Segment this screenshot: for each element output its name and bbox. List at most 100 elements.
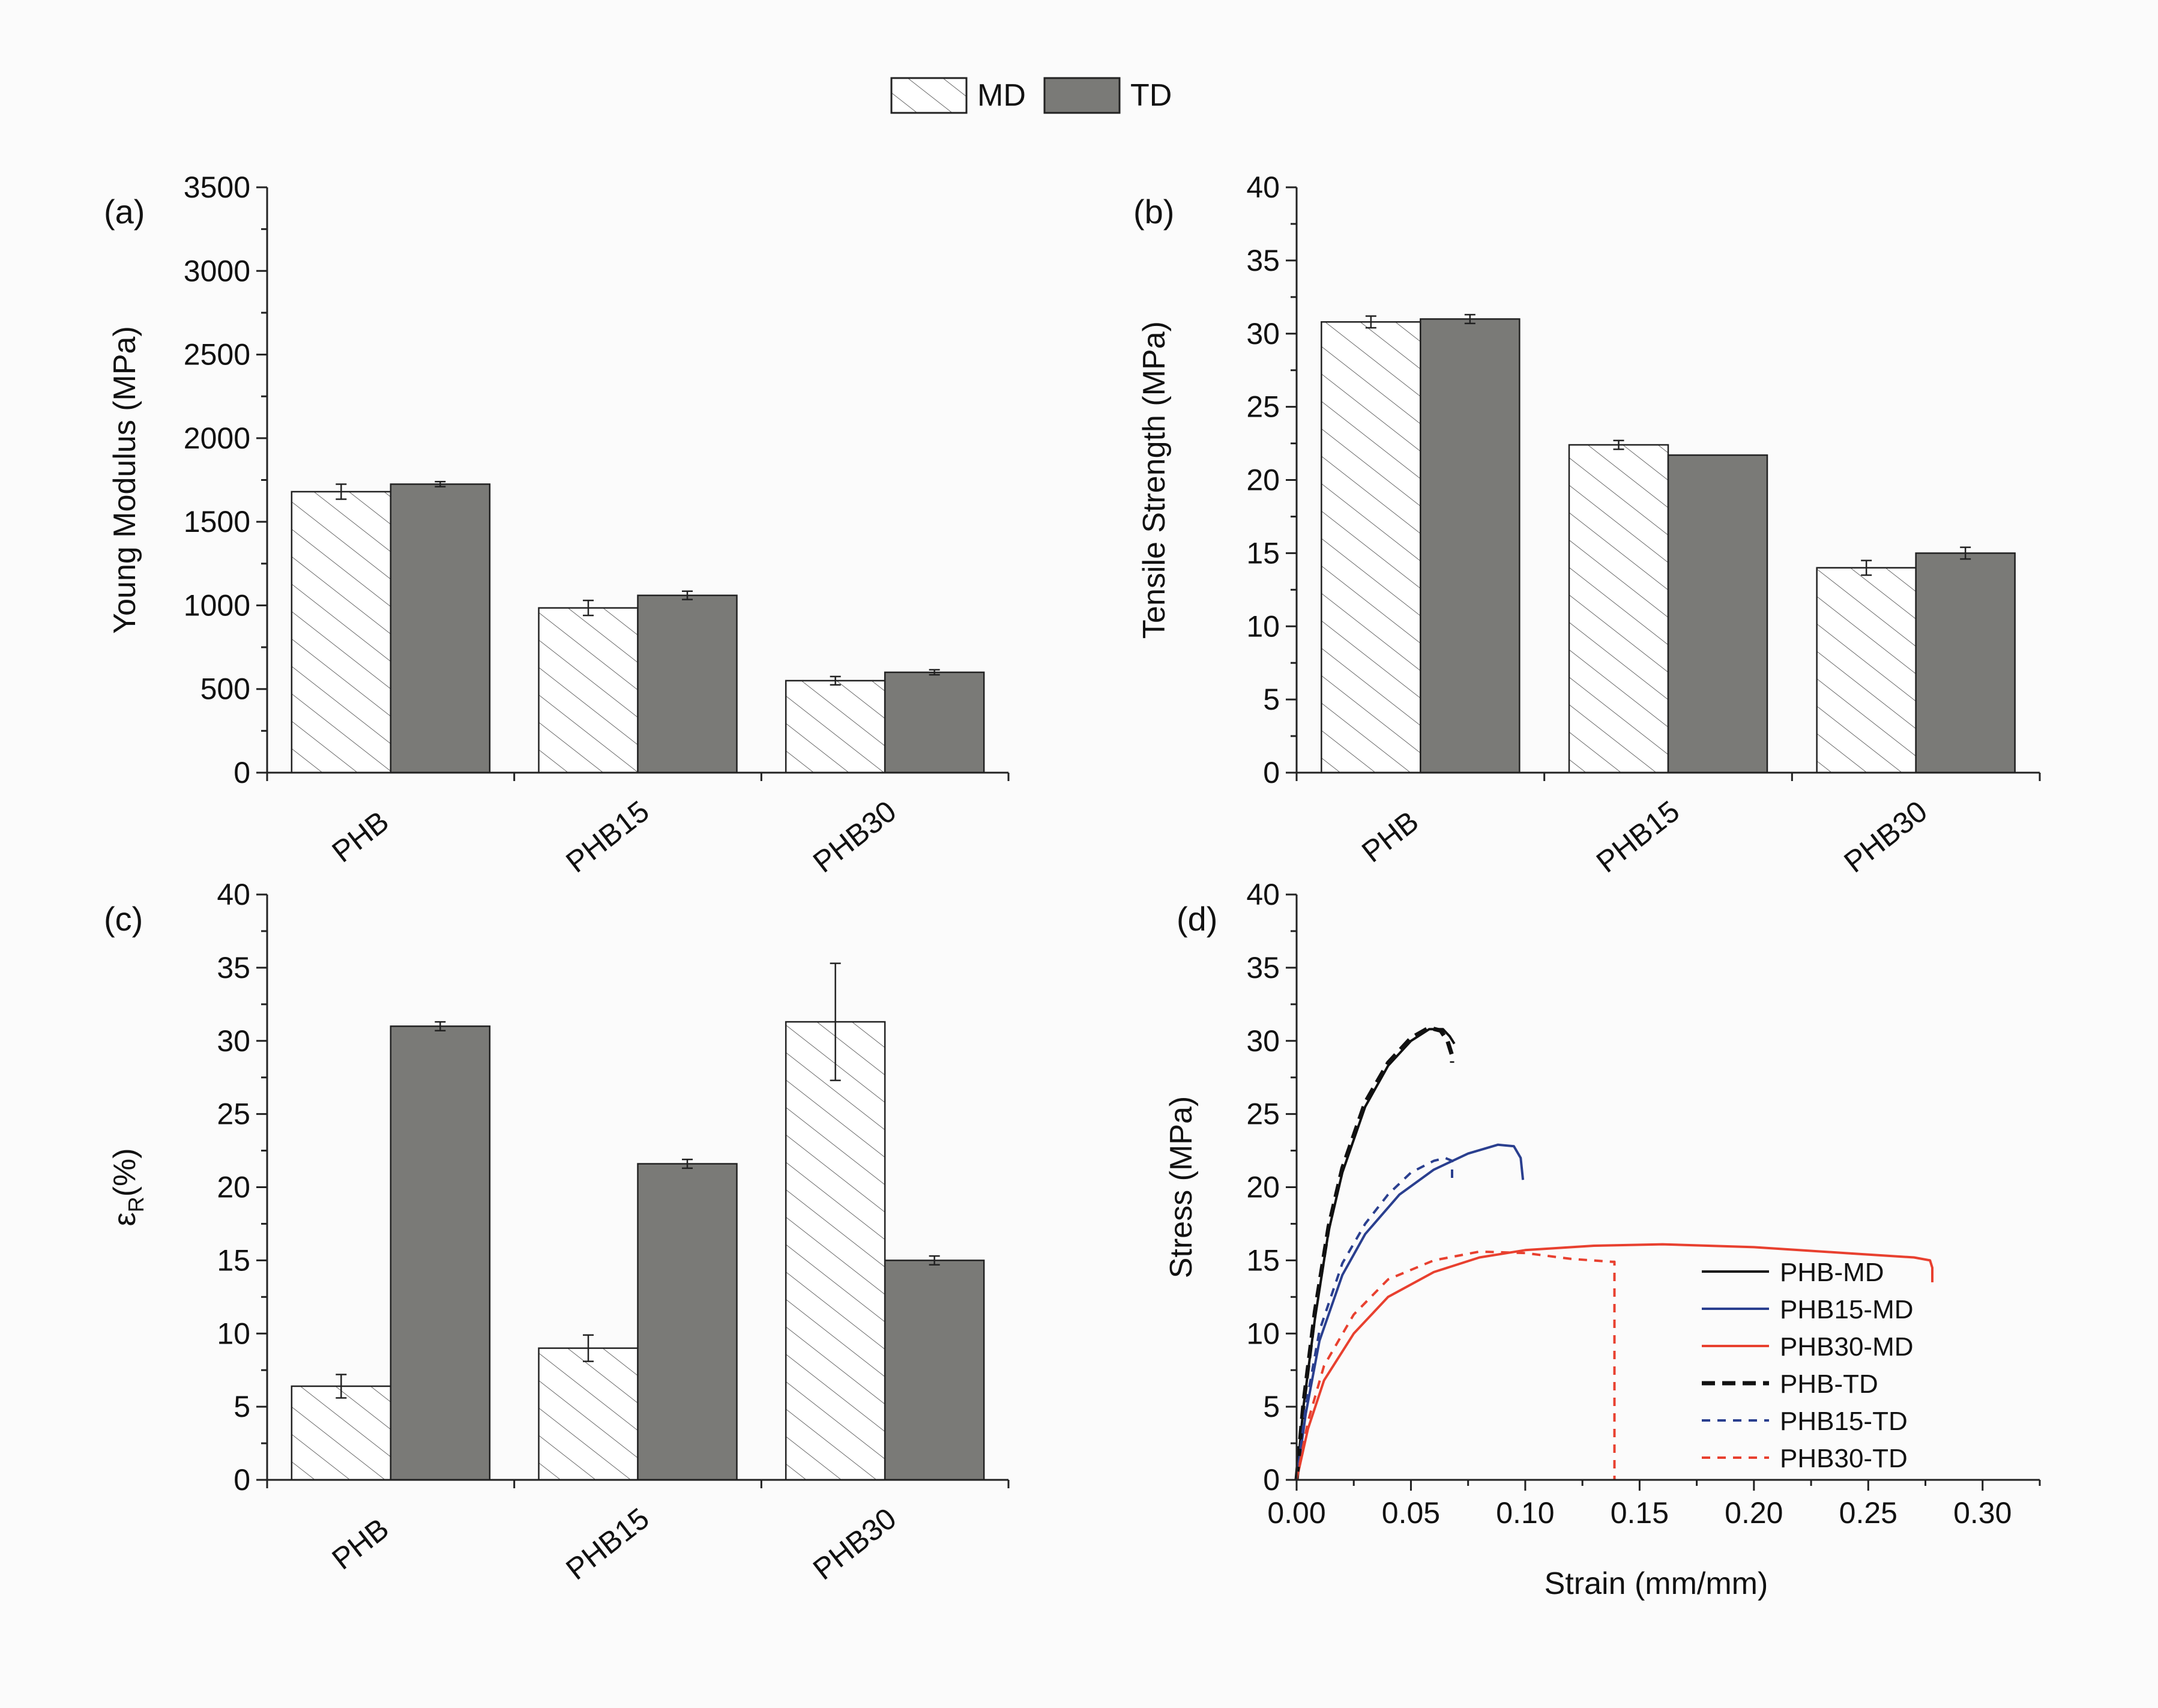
y-tick-label: 35 <box>217 951 250 985</box>
y-tick-label: 2500 <box>184 338 250 372</box>
panel-b-tensile-strength: PHB PHB15 PHB30 0 5 10 15 20 25 30 35 40 (b) Tensile … <box>1133 170 2041 880</box>
panel-d-stress-strain: 0.00 0.05 0.10 0.15 0.20 0.25 0.30 0 5 10 15 20 25 30… <box>1164 878 2041 1601</box>
y-tick-label: 40 <box>1246 170 1280 204</box>
panel-label: (c) <box>104 900 143 938</box>
series-line-phb15-md <box>1295 1143 1525 1480</box>
y-tick-label: 1500 <box>184 505 250 539</box>
y-tick-label: 0 <box>1263 1463 1280 1497</box>
y-axis-label-main: ε <box>107 1212 142 1226</box>
y-tick-label: 25 <box>217 1097 250 1131</box>
legend-label-phb30-md: PHB30-MD <box>1780 1332 1914 1362</box>
y-axis-label-rest: (%) <box>107 1148 142 1197</box>
y-tick-label: 20 <box>1246 1171 1280 1204</box>
bar-td-phb30 <box>884 1260 985 1481</box>
y-tick-label: 15 <box>1246 536 1280 570</box>
y-tick-label: 40 <box>217 878 250 911</box>
bar-md-phb30 <box>785 1021 886 1481</box>
y-tick-label: 25 <box>1246 1097 1280 1131</box>
series-line-phb30-md <box>1295 1243 1933 1480</box>
bar-td-phb15 <box>637 1163 738 1481</box>
y-tick-label: 30 <box>1246 1024 1280 1058</box>
bar-td-phb <box>1420 318 1521 774</box>
x-tick-label-phb30: PHB30 <box>807 1501 902 1587</box>
y-tick-label: 10 <box>217 1317 250 1350</box>
y-tick-label: 40 <box>1246 878 1280 911</box>
y-tick-label: 25 <box>1246 390 1280 424</box>
bar-td-phb15 <box>1667 454 1768 774</box>
y-tick-label: 2000 <box>184 421 250 455</box>
bar-md-phb <box>291 490 392 774</box>
x-tick-label: 0.15 <box>1611 1496 1669 1530</box>
legend-label-phb15-td: PHB15-TD <box>1780 1407 1908 1436</box>
y-tick-label: 1000 <box>184 588 250 622</box>
bar-td-phb30 <box>1915 552 2016 774</box>
y-tick-label: 500 <box>200 672 250 706</box>
y-axis-label: Stress (MPa) <box>1164 1096 1199 1278</box>
bar-md-phb30 <box>785 680 886 774</box>
y-tick-label: 0 <box>1263 756 1280 789</box>
legend: MD TD <box>890 77 1172 114</box>
bar-md-phb15 <box>538 1347 639 1481</box>
x-tick-label-phb15: PHB15 <box>559 1501 655 1587</box>
panel-c-elongation: PHB PHB15 PHB30 0 5 10 15 20 25 30 35 40 (c) εR(%) <box>104 878 1010 1587</box>
x-tick-label-phb15: PHB15 <box>1590 794 1686 880</box>
x-tick-label-phb15: PHB15 <box>559 794 655 880</box>
series-line-phb-td <box>1294 1025 1454 1480</box>
x-tick-label: 0.05 <box>1382 1496 1440 1530</box>
panel-a-young-modulus: PHB PHB15 PHB30 0 500 1000 1500 2000 2500 3000 350… <box>104 170 1010 880</box>
bar-td-phb <box>390 1025 491 1481</box>
legend-md-swatch <box>890 77 968 114</box>
bar-md-phb15 <box>1568 444 1669 774</box>
legend-label-phb30-td: PHB30-TD <box>1780 1444 1908 1473</box>
x-tick-label: 0.20 <box>1725 1496 1783 1530</box>
x-tick-label-phb: PHB <box>326 804 395 869</box>
bar-td-phb <box>390 483 491 774</box>
panel-label: (d) <box>1177 900 1217 938</box>
panel-label: (b) <box>1133 193 1174 231</box>
x-tick-label: 0.10 <box>1496 1496 1554 1530</box>
legend-label-phb15-md: PHB15-MD <box>1780 1295 1914 1324</box>
y-tick-label: 20 <box>217 1171 250 1204</box>
bar-md-phb <box>1321 321 1421 774</box>
y-axis-label: Tensile Strength (MPa) <box>1137 321 1172 639</box>
y-tick-label: 5 <box>234 1390 250 1423</box>
bar-md-phb30 <box>1816 567 1917 774</box>
bar-td-phb15 <box>637 594 738 774</box>
panel-label: (a) <box>104 193 145 231</box>
y-tick-label: 5 <box>1263 683 1280 716</box>
legend-td-swatch <box>1043 77 1121 114</box>
x-tick-label-phb30: PHB30 <box>1838 794 1933 880</box>
y-tick-label: 30 <box>1246 317 1280 351</box>
bar-td-phb30 <box>884 671 985 774</box>
y-tick-label: 3000 <box>184 254 250 288</box>
bar-md-phb15 <box>538 607 639 774</box>
y-tick-label: 10 <box>1246 609 1280 643</box>
y-tick-label: 0 <box>234 756 250 789</box>
x-tick-label: 0.30 <box>1953 1496 2012 1530</box>
y-tick-label: 10 <box>1246 1317 1280 1350</box>
y-tick-label: 3500 <box>184 170 250 204</box>
legend-md-label: MD <box>977 78 1026 113</box>
x-tick-label-phb: PHB <box>1355 804 1424 869</box>
y-tick-label: 35 <box>1246 244 1280 277</box>
y-tick-label: 0 <box>234 1463 250 1497</box>
y-axis-label-sub: R <box>124 1197 148 1212</box>
legend-label-phb-md: PHB-MD <box>1780 1258 1884 1287</box>
x-tick-label-phb: PHB <box>326 1512 395 1576</box>
y-tick-label: 20 <box>1246 463 1280 497</box>
series-line-phb-md <box>1295 1028 1456 1480</box>
legend-td-label: TD <box>1130 78 1172 113</box>
y-tick-label: 35 <box>1246 951 1280 985</box>
y-axis-label: Young Modulus (MPa) <box>107 326 142 634</box>
y-tick-label: 30 <box>217 1024 250 1058</box>
y-tick-label: 15 <box>217 1243 250 1277</box>
y-tick-label: 5 <box>1263 1390 1280 1423</box>
x-tick-label: 0.00 <box>1267 1496 1325 1530</box>
bar-md-phb <box>291 1385 392 1481</box>
series-line-phb30-td <box>1295 1250 1616 1480</box>
y-axis-label: εR(%) <box>107 1148 148 1226</box>
y-tick-label: 15 <box>1246 1243 1280 1277</box>
x-tick-label: 0.25 <box>1839 1496 1897 1530</box>
legend-label-phb-td: PHB-TD <box>1780 1369 1878 1399</box>
